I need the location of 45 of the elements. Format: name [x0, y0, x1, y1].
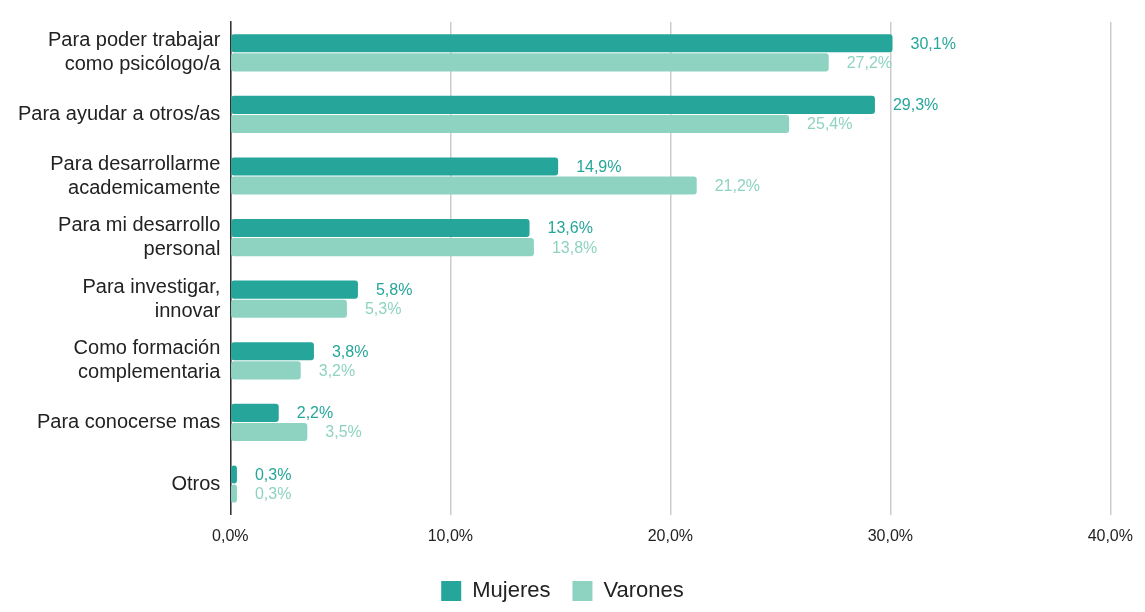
y-tick-label: Para conocerse mas — [36, 409, 221, 432]
data-label: 5,8% — [375, 281, 413, 299]
y-tick-label: Como formación complementaria — [73, 336, 222, 383]
data-label: 2,2% — [296, 404, 334, 422]
data-label: 13,8% — [551, 238, 598, 256]
y-tick-label: Para ayudar a otros/as — [17, 101, 221, 124]
y-tick-label: Para desarrollarme academicamente — [50, 151, 221, 198]
bar — [231, 403, 279, 422]
bar — [231, 422, 308, 442]
data-label: 25,4% — [807, 115, 853, 133]
x-tick-label: 20,0% — [647, 526, 694, 544]
bar — [231, 95, 875, 114]
bar — [231, 238, 534, 257]
data-label: 27,2% — [846, 53, 893, 71]
data-label: 0,3% — [254, 484, 292, 502]
data-label: 29,3% — [892, 96, 939, 114]
y-tick-label: Para mi desarrollo personal — [58, 213, 221, 260]
y-tick-label: Para investigar, innovar — [82, 274, 221, 321]
data-label: 0,3% — [254, 465, 292, 483]
data-label: 3,2% — [318, 361, 356, 379]
bar — [231, 157, 559, 176]
legend-label: Varones — [603, 577, 684, 603]
bar — [231, 53, 829, 72]
data-label: 13,6% — [547, 219, 593, 237]
data-label: 5,3% — [364, 300, 402, 318]
data-label: 3,8% — [331, 342, 369, 360]
x-tick-label: 40,0% — [1087, 526, 1133, 544]
y-tick-label: Para poder trabajar como psicólogo/a — [48, 28, 222, 75]
x-tick-label: 0,0% — [212, 526, 249, 544]
legend-label: Mujeres — [472, 577, 551, 603]
data-label: 14,9% — [576, 157, 622, 175]
data-label: 3,5% — [325, 423, 362, 441]
bar — [231, 299, 347, 318]
bar — [231, 218, 530, 238]
bar — [231, 176, 697, 195]
x-tick-label: 10,0% — [427, 526, 474, 544]
bar — [231, 280, 358, 299]
bar — [231, 114, 790, 134]
data-label: 21,2% — [714, 176, 761, 194]
data-label: 30,1% — [910, 34, 956, 52]
bar — [231, 34, 893, 53]
y-tick-label: Otros — [171, 471, 221, 494]
bar — [231, 361, 301, 380]
x-tick-label: 30,0% — [867, 526, 914, 544]
bar — [231, 342, 314, 361]
